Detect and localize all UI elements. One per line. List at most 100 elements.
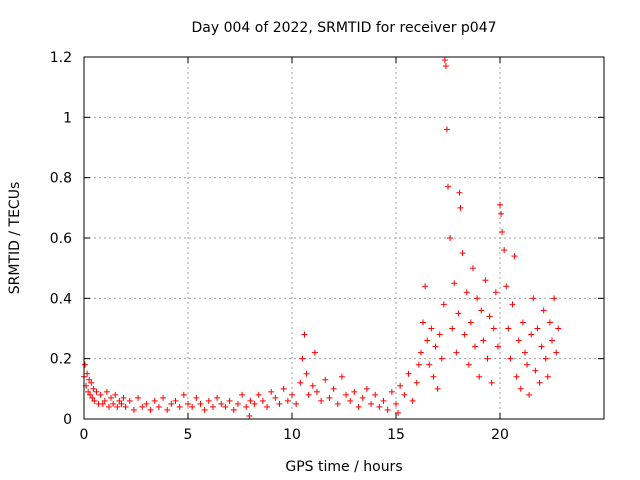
data-point — [424, 337, 431, 344]
data-point — [338, 373, 345, 380]
data-point — [376, 403, 383, 410]
data-point — [268, 388, 275, 395]
data-point — [309, 382, 316, 389]
data-point — [90, 385, 97, 392]
data-point — [180, 391, 187, 398]
data-point — [116, 397, 123, 404]
data-point — [197, 400, 204, 407]
data-point — [226, 397, 233, 404]
data-point — [467, 319, 474, 326]
data-point — [451, 280, 458, 287]
y-tick-label: 0 — [63, 412, 72, 428]
data-point — [347, 397, 354, 404]
y-tick-label: 0.4 — [50, 291, 72, 307]
data-point — [442, 63, 449, 70]
data-point — [478, 307, 485, 314]
data-point — [343, 391, 350, 398]
data-point — [86, 376, 93, 383]
data-point — [209, 403, 216, 410]
y-tick-label: 1.2 — [50, 50, 72, 66]
data-point — [380, 397, 387, 404]
data-point — [486, 313, 493, 320]
data-point — [359, 394, 366, 401]
data-point — [507, 355, 514, 362]
data-point — [551, 295, 558, 302]
data-point — [243, 403, 250, 410]
data-points — [81, 57, 562, 419]
data-point — [85, 388, 92, 395]
data-point — [193, 394, 200, 401]
data-point — [549, 337, 555, 344]
data-point — [465, 361, 472, 368]
data-point — [484, 355, 491, 362]
data-point — [322, 376, 329, 383]
data-point — [84, 370, 91, 377]
data-point — [135, 394, 142, 401]
data-point — [108, 394, 115, 401]
data-point — [417, 349, 424, 356]
data-point — [313, 388, 320, 395]
data-point — [443, 126, 450, 133]
x-tick-label: 20 — [491, 427, 509, 443]
data-point — [105, 403, 112, 410]
data-point — [351, 388, 358, 395]
data-point — [299, 355, 306, 362]
data-point — [201, 406, 208, 413]
data-point — [544, 373, 551, 380]
data-point — [289, 391, 295, 398]
data-point — [363, 385, 370, 392]
data-point — [246, 412, 253, 419]
data-point — [505, 325, 512, 332]
data-point — [276, 400, 283, 407]
data-point — [482, 277, 489, 284]
x-tick-label: 0 — [80, 427, 89, 443]
data-point — [222, 403, 229, 410]
data-point — [447, 235, 454, 241]
x-tick-label: 15 — [387, 427, 405, 443]
data-point — [259, 397, 266, 404]
data-point — [524, 361, 531, 368]
data-point — [499, 228, 506, 235]
data-point — [93, 388, 100, 395]
data-point — [355, 403, 362, 410]
data-point — [521, 349, 528, 356]
x-axis-label: GPS time / hours — [285, 459, 402, 475]
data-point — [497, 201, 503, 208]
data-point — [293, 400, 300, 407]
data-point — [540, 307, 547, 314]
data-point — [239, 391, 246, 398]
data-point — [297, 379, 304, 386]
data-point — [284, 397, 291, 404]
data-point — [509, 301, 516, 308]
data-point — [395, 409, 402, 416]
data-point — [130, 406, 137, 413]
data-point — [112, 391, 119, 398]
y-tick-label: 1 — [63, 110, 72, 126]
data-point — [430, 373, 437, 380]
data-point — [301, 331, 308, 338]
data-point — [422, 283, 429, 290]
data-point — [459, 250, 466, 257]
data-point — [368, 400, 375, 407]
data-point — [147, 406, 154, 413]
data-point — [205, 397, 212, 404]
data-point — [526, 391, 533, 398]
data-point — [436, 331, 443, 338]
data-point — [82, 361, 89, 368]
data-point — [530, 295, 537, 302]
data-point — [264, 403, 271, 410]
data-point — [122, 403, 129, 410]
data-point — [247, 397, 254, 404]
data-point — [536, 379, 543, 386]
data-point — [91, 397, 98, 404]
data-point — [110, 400, 117, 407]
data-point — [457, 204, 464, 211]
data-point — [251, 400, 258, 407]
data-point — [218, 400, 225, 407]
data-point — [143, 400, 150, 407]
data-point — [488, 379, 495, 386]
data-point — [455, 310, 462, 317]
data-point — [160, 394, 167, 401]
data-point — [515, 337, 522, 344]
data-point — [413, 379, 420, 386]
